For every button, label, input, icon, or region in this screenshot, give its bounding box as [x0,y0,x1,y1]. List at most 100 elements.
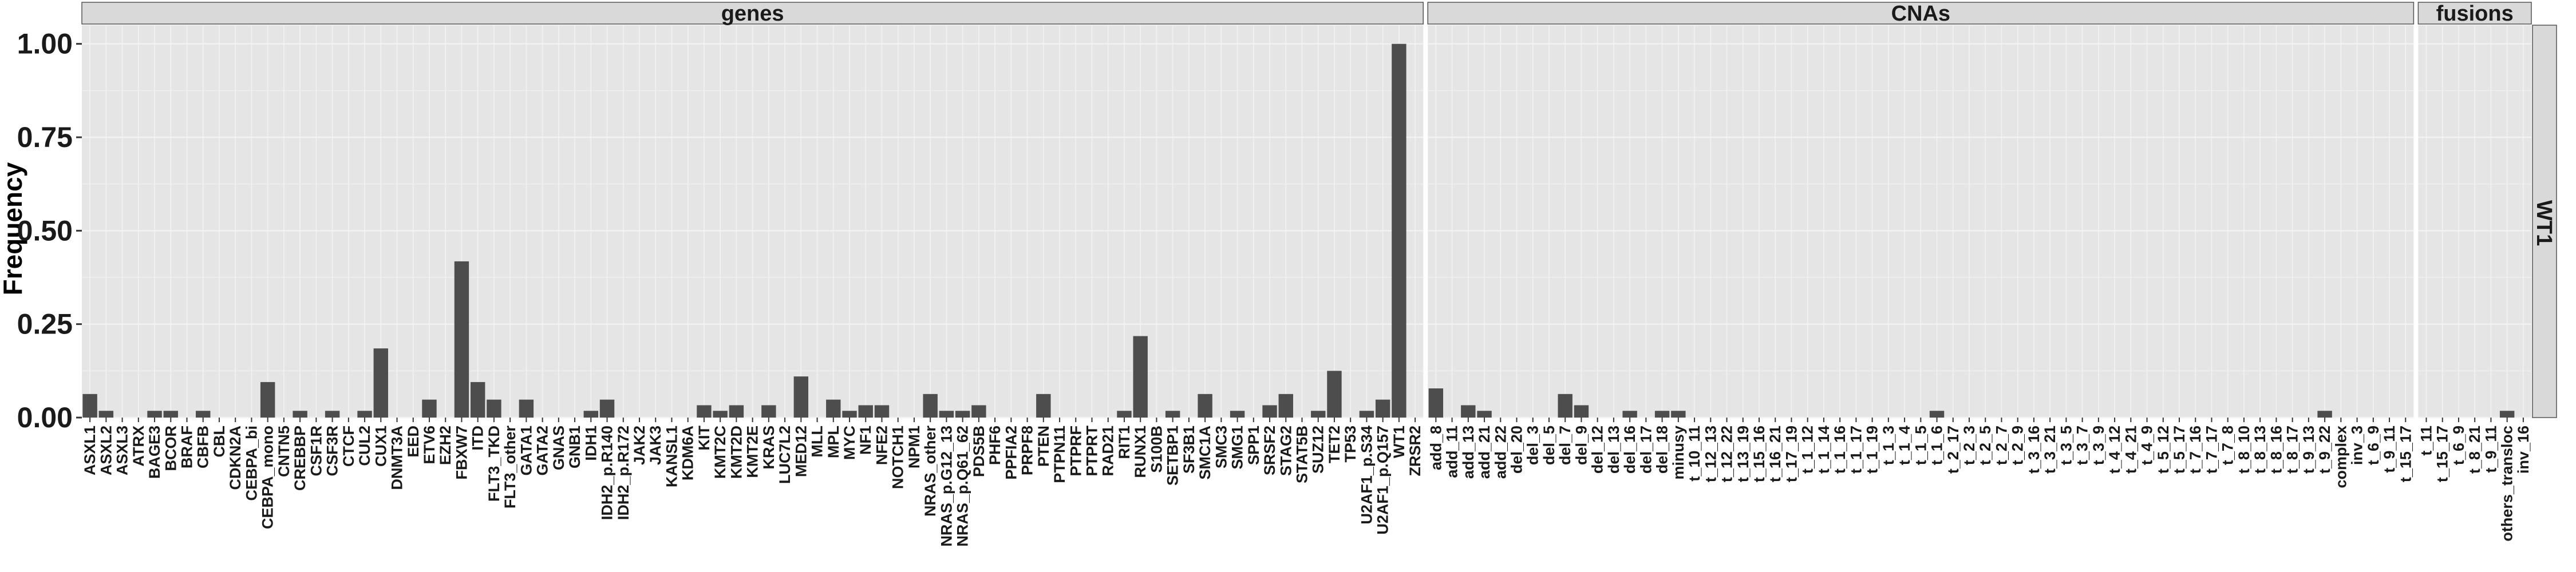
x-tick-label: t_6_9 [2365,426,2382,465]
x-tick-label: t_17_19 [1783,426,1800,482]
x-tick-label: CUL2 [356,426,373,466]
x-tick-label: SMG1 [1229,426,1246,470]
x-tick-label: BAGE3 [146,426,163,479]
x-tick-label: t_12_22 [1718,426,1736,482]
bar-minusy [1671,411,1686,418]
bar-NRAS_p.G12_13 [939,411,954,418]
x-tick-label: CTCF [340,426,357,467]
x-tick-label: CEBPA_bi [243,426,260,501]
x-tick-label: SMC1A [1196,426,1214,480]
row-strip-label: WT1 [2532,200,2556,246]
bar-KMT2C [713,411,728,418]
x-tick-label: PHF6 [986,426,1003,465]
x-tick-label: complex [2332,426,2349,488]
bar-FLT3_TKD [487,399,501,418]
x-tick-label: STAG2 [1277,426,1294,476]
x-tick-label: add_11 [1444,426,1461,478]
x-tick-label: ASXL3 [114,426,131,475]
x-tick-label: t_8_21 [2466,426,2483,474]
x-tick-label: KRAS [760,426,777,470]
x-tick-label: add_22 [1492,426,1509,479]
bar-TET2 [1327,371,1342,418]
x-tick-label: NOTCH1 [890,426,907,489]
x-tick-label: t_1_6 [1929,426,1946,465]
bar-t_9_22 [2317,411,2332,418]
x-tick-label: GNAS [550,426,567,470]
bar-IDH1 [583,411,599,418]
x-tick-label: KIT [696,426,713,451]
facet-fusions: fusions t_11t_15_17t_6_9t_8_21t_9_11other… [2417,2,2531,542]
x-tick-label: del_13 [1605,426,1622,474]
bar-SRSF2 [1262,405,1277,418]
x-tick-label: t_3_21 [2041,426,2059,474]
facet-strip-label: fusions [2436,2,2514,26]
x-tick-label: SUZ12 [1310,426,1327,474]
bar-ETV6 [422,399,437,418]
x-tick-label: t_3_16 [2025,426,2042,474]
bar-del_7 [1558,394,1573,418]
x-tick-label: CEBPA_mono [259,426,276,529]
x-tick-label: PTPN11 [1051,426,1068,483]
x-tick-label: SRSF2 [1261,426,1278,475]
bar-ITD [470,382,485,418]
x-tick-label: IDH2_p.R172 [615,426,632,520]
bar-CREBBP [293,411,307,418]
x-tick-label: t_9_11 [2482,426,2499,473]
x-tick-label: t_1_12 [1799,426,1816,474]
x-tick-label: del_9 [1573,426,1590,465]
x-tick-label: TET2 [1326,426,1343,463]
x-tick-label: STAT5B [1294,426,1311,483]
x-tick-label: CBL [211,426,228,458]
x-tick-label: IDH2_p.R140 [599,426,616,520]
bar-WT1 [1392,43,1406,418]
bar-ASXL2 [98,411,114,418]
x-tick-label: WT1 [1390,426,1408,458]
x-tick-label: MLL [809,426,826,457]
y-tick-label: 1.00 [17,28,73,60]
x-tick-label: t_12_13 [1702,426,1719,482]
bar-BCOR [163,411,178,418]
y-tick-label: 0.00 [17,402,73,434]
bar-PDS5B [971,405,986,418]
bar-CUX1 [373,348,388,418]
x-tick-label: PTEN [1035,426,1052,467]
x-tick-label: t_2_17 [1945,426,1962,474]
x-tick-label: ASXL2 [97,426,114,475]
bar-GATA1 [519,399,534,418]
x-tick-label: CNTN5 [275,426,293,477]
x-tick-label: SF3B1 [1180,426,1198,474]
x-tick-label: KANSL1 [663,426,680,487]
x-tick-label: CUX1 [372,426,389,467]
bar-MED12 [793,376,809,418]
bar-SUZ12 [1311,411,1326,418]
x-tick-label: ITD [469,426,487,451]
x-tick-label: TP53 [1342,426,1359,463]
x-tick-label: ETV6 [421,426,438,464]
x-tick-label: t_3_7 [2074,426,2091,465]
row-strip-background [2532,25,2557,418]
bar-CBFB [196,411,211,418]
facet-CNAs: CNAsadd_8add_11add_13add_21add_22del_20d… [1427,2,2414,488]
x-tick-label: CDKN2A [227,426,244,490]
bar-BAGE3 [147,411,162,418]
bar-FBXW7 [454,261,469,418]
x-tick-label: t_5_12 [2155,426,2172,474]
bar-del_18 [1654,411,1670,418]
x-tick-label: EED [405,426,422,458]
x-tick-label: BRAF [179,426,196,468]
facet-strip-label: CNAs [1891,2,1950,26]
x-tick-label: t_8_13 [2251,426,2269,474]
bar-SMG1 [1230,411,1245,418]
y-tick-label: 0.50 [17,214,73,247]
bar-del_9 [1574,405,1589,418]
x-tick-label: BCOR [162,426,179,471]
bar-SMC1A [1198,394,1212,418]
x-tick-label: del_18 [1654,426,1671,474]
x-tick-label: t_8_17 [2284,426,2301,474]
x-tick-label: GNB1 [566,426,583,468]
x-tick-label: t_13_19 [1735,426,1752,482]
y-tick-label: 0.25 [17,308,73,340]
x-tick-label: PTPRF [1067,426,1084,476]
x-tick-label: MYC [841,426,858,460]
x-tick-label: del_20 [1508,426,1526,474]
